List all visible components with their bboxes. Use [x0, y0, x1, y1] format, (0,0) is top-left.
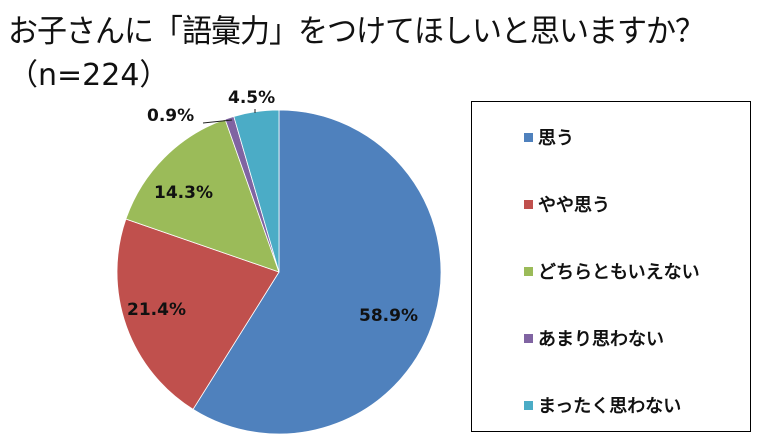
legend-item-mattaku: まったく思わない — [524, 392, 681, 418]
slice-omou — [192, 109, 442, 435]
legend-label: やや思う — [538, 195, 610, 216]
legend-label: あまり思わない — [538, 329, 664, 350]
legend-swatch-green — [524, 266, 533, 276]
data-label-dochiratomo: 14.3% — [154, 183, 213, 203]
legend-item-omou: 思う — [524, 124, 574, 150]
legend-swatch-purple — [524, 333, 533, 343]
data-label-omou: 58.9% — [359, 306, 418, 326]
legend-label: まったく思わない — [538, 396, 682, 417]
legend-swatch-blue — [524, 132, 533, 142]
legend-swatch-red — [524, 199, 533, 209]
sample-size-label: （n=224） — [8, 58, 170, 93]
chart-title: お子さんに「語彙力」をつけてほしいと思いますか？ — [8, 13, 705, 51]
data-label-amari: 0.9% — [147, 106, 194, 126]
pie-slices — [116, 109, 442, 435]
legend-label: 思う — [538, 128, 574, 149]
leader-line-0.9 — [202, 119, 233, 124]
legend-item-dochiratomo: どちらともいえない — [524, 258, 700, 284]
legend-item-amari: あまり思わない — [524, 325, 664, 351]
chart-legend: 思う やや思う どちらともいえない あまり思わない まったく思わない — [471, 101, 751, 432]
slice-mattaku — [233, 109, 280, 273]
legend-swatch-teal — [524, 400, 533, 410]
slice-yaya-omou — [116, 218, 280, 410]
data-label-mattaku: 4.5% — [228, 88, 275, 108]
legend-label: どちらともいえない — [538, 262, 700, 283]
slice-dochiratomo — [125, 118, 280, 273]
data-label-yaya-omou: 21.4% — [127, 300, 186, 320]
legend-item-yaya-omou: やや思う — [524, 191, 610, 217]
